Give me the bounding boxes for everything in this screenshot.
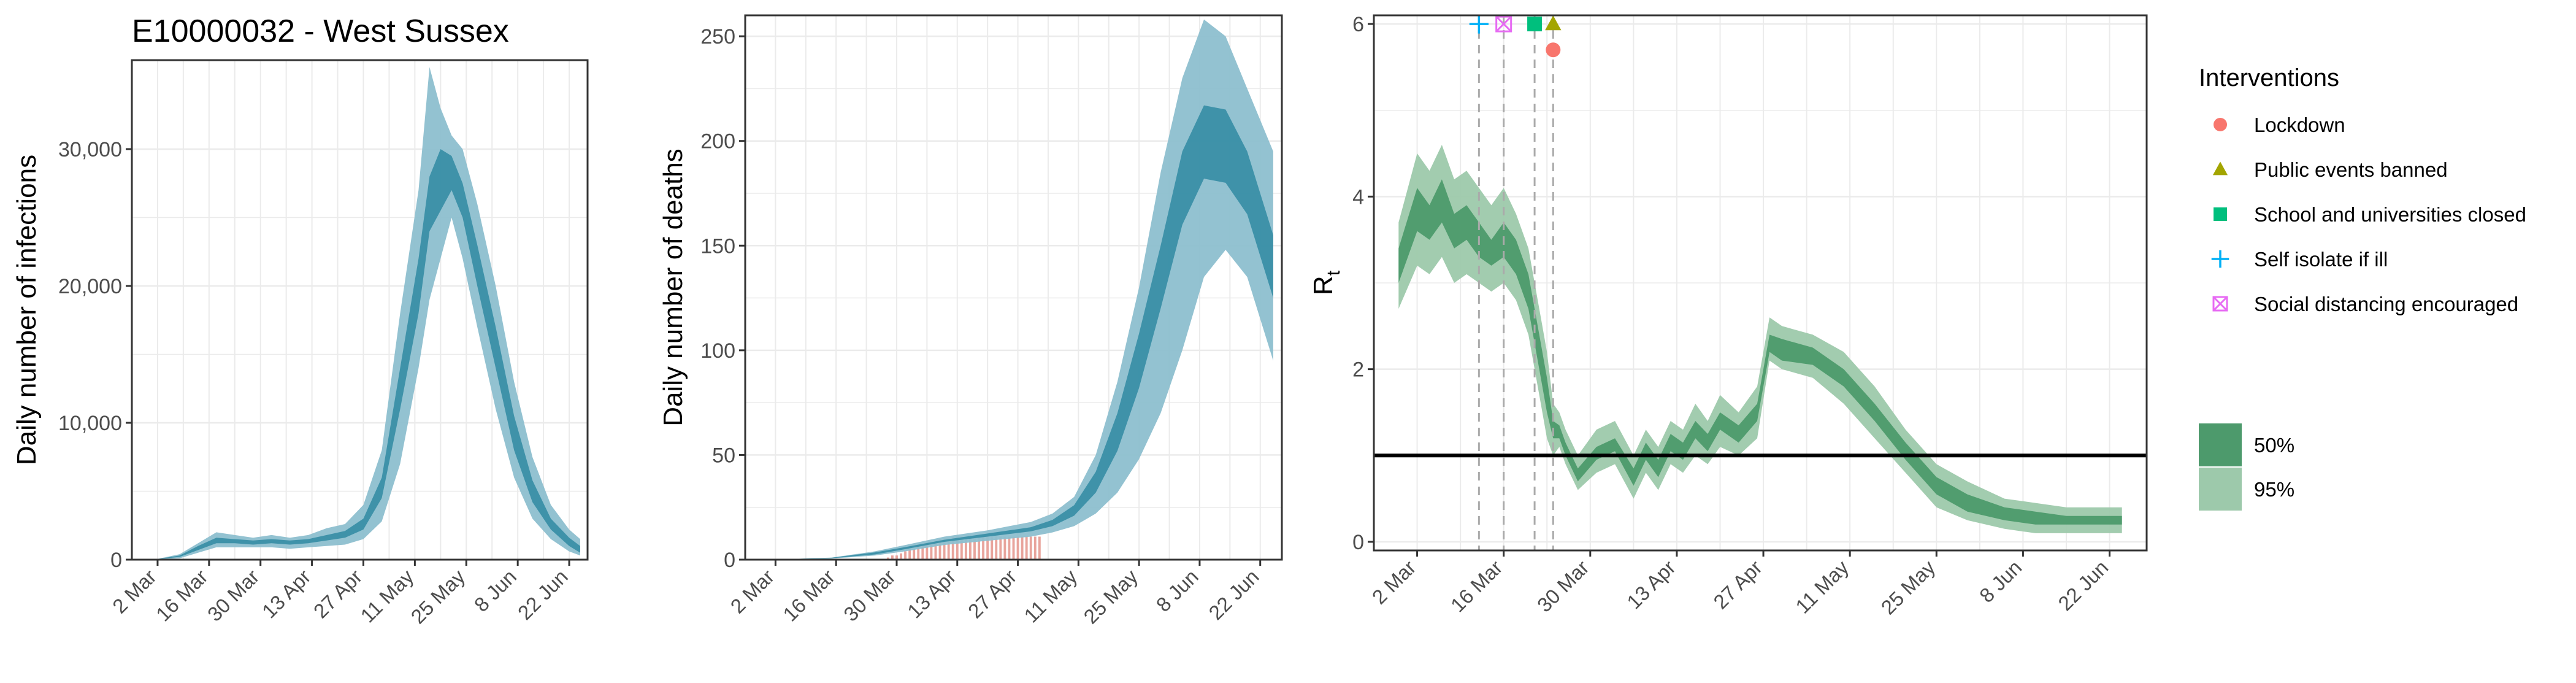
observed-death-bar	[934, 541, 937, 560]
observed-death-bar	[895, 555, 898, 560]
observed-death-bar	[999, 536, 1002, 560]
observed-death-bar	[904, 551, 907, 560]
observed-death-bar	[913, 549, 916, 560]
observed-death-bar	[951, 536, 954, 560]
intervention-circle-marker	[1546, 42, 1561, 58]
observed-deaths-bars	[886, 536, 1041, 560]
observed-death-bar	[1025, 536, 1028, 560]
observed-death-bar	[956, 536, 959, 560]
legend-circle-icon	[2214, 118, 2227, 131]
y-tick-label: 50	[712, 444, 735, 467]
y-axis: 0 50 100 150 200 250	[700, 25, 745, 572]
observed-death-bar	[978, 536, 980, 560]
intervention-markers	[1469, 14, 1562, 550]
legend-plus-icon	[2211, 250, 2229, 268]
observed-death-bar	[900, 553, 902, 560]
legend-band-swatch	[2199, 468, 2242, 511]
y-tick-label: 30,000	[58, 138, 122, 161]
legend-triangle-icon	[2212, 161, 2228, 176]
y-tick-label: 200	[700, 130, 735, 153]
observed-death-bar	[986, 536, 989, 560]
observed-death-bar	[938, 538, 941, 560]
y-tick-label: 100	[700, 339, 735, 363]
observed-death-bar	[886, 557, 889, 560]
observed-death-bar	[1003, 536, 1006, 560]
observed-death-bar	[1008, 536, 1011, 560]
observed-death-bar	[960, 536, 963, 560]
observed-death-bar	[1016, 536, 1019, 560]
observed-death-bar	[943, 538, 946, 560]
observed-death-bar	[926, 542, 929, 560]
legend-band-swatch	[2199, 423, 2242, 466]
legend-item-label: Public events banned	[2254, 158, 2448, 181]
observed-death-bar	[921, 545, 924, 560]
legend-title: Interventions	[2199, 64, 2339, 91]
y-tick-label: 20,000	[58, 275, 122, 298]
observed-death-bar	[973, 536, 976, 560]
observed-death-bar	[991, 536, 994, 560]
y-axis: 0 2 4 6	[1352, 13, 1374, 554]
y-tick-label: 10,000	[58, 412, 122, 435]
observed-death-bar	[1021, 536, 1024, 560]
legend-square-icon	[2214, 207, 2227, 221]
observed-death-bar	[995, 536, 998, 560]
observed-death-bar	[1033, 536, 1037, 560]
observed-death-bar	[968, 536, 972, 560]
plot-area	[132, 60, 588, 560]
intervention-square-marker	[1527, 17, 1543, 32]
intervention-triangle-marker	[1545, 15, 1562, 31]
panel-border	[131, 59, 589, 561]
legend-item-label: Social distancing encouraged	[2254, 293, 2518, 315]
band-95-area	[154, 67, 580, 560]
observed-death-bar	[964, 536, 967, 560]
legend-item-label: Lockdown	[2254, 114, 2345, 136]
observed-death-bar	[1029, 536, 1032, 560]
band-95-area	[771, 19, 1273, 560]
y-axis-label: Daily number of infections	[12, 155, 42, 465]
y-tick-label: 0	[724, 549, 735, 572]
observed-death-bar	[947, 538, 950, 560]
y-tick-label: 0	[1352, 531, 1364, 554]
legend-item-label: School and universities closed	[2254, 203, 2526, 226]
band-50-area	[771, 105, 1273, 560]
legend-item-label: Self isolate if ill	[2254, 248, 2388, 271]
band-95-area	[1398, 145, 2122, 533]
interventions-legend: Interventions Lockdown Public events bann…	[2199, 64, 2526, 511]
observed-death-bar	[891, 555, 894, 560]
y-axis-label: Rt	[1308, 270, 1344, 295]
y-tick-label: 250	[700, 25, 735, 48]
y-axis: 0 10,000 20,000 30,000	[58, 138, 132, 572]
intervention-boxx-marker	[1495, 15, 1512, 33]
legend-band-label: 50%	[2254, 434, 2294, 457]
legend-boxx-icon	[2212, 296, 2228, 312]
y-tick-label: 150	[700, 234, 735, 258]
y-tick-label: 4	[1352, 185, 1364, 209]
y-tick-label: 6	[1352, 13, 1364, 36]
panel-border	[1373, 14, 2148, 552]
y-axis-label: Daily number of deaths	[658, 149, 688, 426]
y-axis-label-subscript: t	[1324, 270, 1344, 276]
observed-death-bar	[982, 536, 985, 560]
legend-band-label: 95%	[2254, 478, 2294, 501]
y-tick-label: 0	[110, 549, 122, 572]
band-50-area	[1398, 179, 2122, 525]
observed-death-bar	[930, 542, 933, 560]
observed-death-bar	[1012, 536, 1015, 560]
observed-death-bar	[908, 549, 911, 560]
panel-border	[744, 14, 1283, 561]
figure-title: E10000032 - West Sussex	[132, 14, 509, 49]
y-tick-label: 2	[1352, 358, 1364, 382]
observed-death-bar	[917, 547, 920, 560]
observed-death-bar	[1038, 536, 1041, 560]
y-axis-label-main: R	[1308, 276, 1338, 295]
band-50-area	[154, 149, 580, 560]
intervention-plus-marker	[1469, 14, 1489, 34]
